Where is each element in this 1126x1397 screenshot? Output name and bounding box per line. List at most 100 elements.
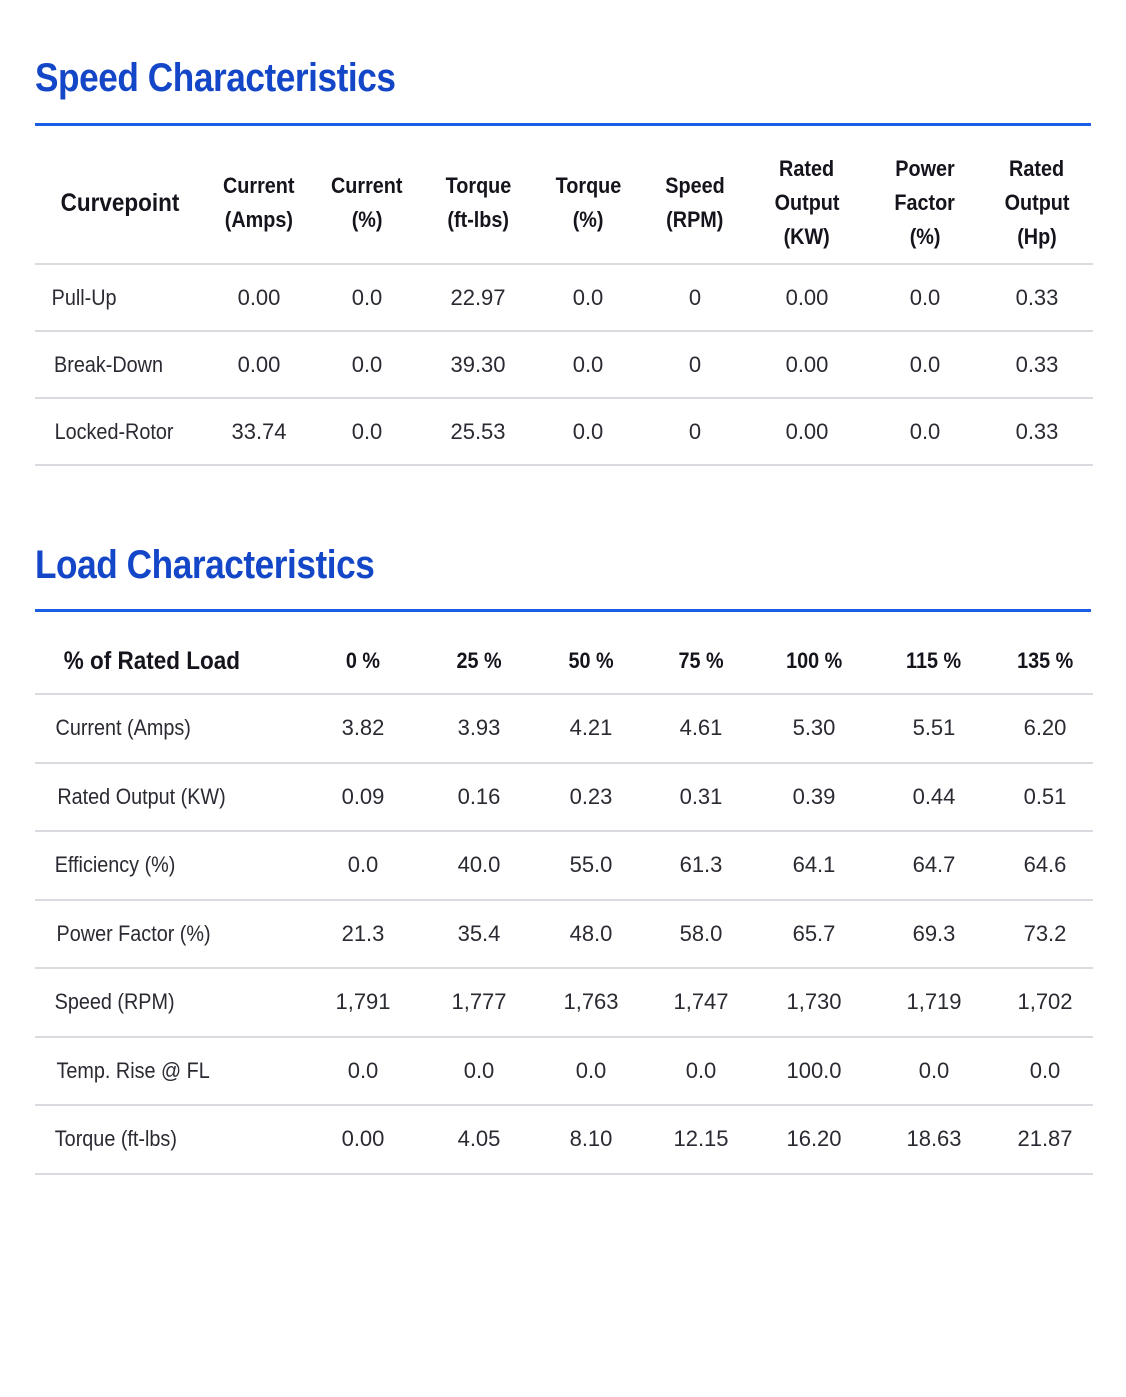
table-row: Power Factor (%) 21.3 35.4 48.0 58.0 65.…: [35, 900, 1093, 969]
table-row: Pull-Up 0.00 0.0 22.97 0.0 0 0.00 0.0 0.…: [35, 264, 1093, 331]
load-title-rule: [35, 609, 1091, 612]
speed-characteristics-title: Speed Characteristics: [35, 56, 396, 100]
load-col-header: % of Rated Load: [35, 628, 305, 694]
table-row: Rated Output (KW) 0.09 0.16 0.23 0.31 0.…: [35, 763, 1093, 831]
table-cell: 0.0: [463, 1057, 495, 1083]
load-col-header: 75 %: [645, 628, 757, 694]
table-cell: 0: [688, 418, 702, 444]
table-cell: 0.0: [347, 852, 379, 878]
speed-col-header-line: Output: [1004, 189, 1070, 215]
table-cell: 0.33: [1015, 284, 1059, 310]
speed-characteristics-table: Curvepoint Current (Amps) Current (%) To…: [35, 142, 1093, 466]
table-row: Break-Down 0.00 0.0 39.30 0.0 0 0.00 0.0…: [35, 331, 1093, 398]
table-cell: 1,719: [906, 989, 962, 1015]
load-col-header-text: 50 %: [568, 647, 614, 673]
row-label: Temp. Rise @ FL: [35, 1037, 305, 1106]
load-col-header: 135 %: [997, 628, 1093, 694]
speed-col-header-line: (%): [909, 223, 941, 249]
cell-text: Current (Amps): [55, 715, 191, 741]
load-header-row: % of Rated Load 0 % 25 % 50 % 75 % 100 %…: [35, 628, 1093, 694]
table-cell: 1,730: [786, 989, 842, 1015]
table-cell: 58.0: [679, 920, 723, 946]
table-cell: 5.30: [792, 715, 836, 741]
speed-col-header: Rated Output (KW): [745, 142, 869, 264]
table-cell: 0.0: [347, 1057, 379, 1083]
table-cell: 0.0: [572, 351, 604, 377]
speed-col-header-line: (%): [351, 206, 383, 232]
table-cell: 0.0: [909, 351, 941, 377]
table-cell: 64.6: [1023, 852, 1067, 878]
table-cell: 55.0: [569, 852, 613, 878]
table-cell: 0.31: [679, 783, 723, 809]
speed-col-header-line: (ft-lbs): [447, 206, 509, 232]
table-row: Temp. Rise @ FL 0.0 0.0 0.0 0.0 100.0 0.…: [35, 1037, 1093, 1106]
speed-col-header-line: (Hp): [1017, 223, 1057, 249]
table-cell: 64.1: [792, 852, 836, 878]
table-cell: 22.97: [450, 284, 506, 310]
speed-col-header: Rated Output (Hp): [981, 142, 1093, 264]
table-row: Torque (ft-lbs) 0.00 4.05 8.10 12.15 16.…: [35, 1105, 1093, 1174]
speed-col-header: Speed (RPM): [645, 142, 745, 264]
cell-text: Efficiency (%): [54, 852, 176, 878]
table-cell: 1,791: [335, 989, 391, 1015]
row-label: Power Factor (%): [35, 900, 305, 969]
table-cell: 73.2: [1023, 920, 1067, 946]
table-cell: 0.0: [685, 1057, 717, 1083]
table-cell: 35.4: [457, 920, 501, 946]
table-row: Speed (RPM) 1,791 1,777 1,763 1,747 1,73…: [35, 968, 1093, 1037]
load-col-header-text: 0 %: [345, 647, 381, 673]
load-col-header-text: 100 %: [785, 647, 843, 673]
table-cell: 1,763: [563, 989, 619, 1015]
table-cell: 3.93: [457, 715, 501, 741]
table-cell: 0.09: [341, 783, 385, 809]
table-cell: 1,702: [1017, 989, 1073, 1015]
speed-header-row: Curvepoint Current (Amps) Current (%) To…: [35, 142, 1093, 264]
speed-col-header-line: (RPM): [666, 206, 724, 232]
load-characteristics-title: Load Characteristics: [35, 543, 375, 587]
speed-col-header-line: Rated: [779, 155, 835, 181]
cell-text: Locked-Rotor: [54, 418, 174, 444]
load-col-header: 25 %: [421, 628, 537, 694]
table-cell: 0.33: [1015, 418, 1059, 444]
table-cell: 0.00: [341, 1126, 385, 1152]
speed-col-header: Curvepoint: [35, 142, 209, 264]
speed-col-header-line: (Amps): [224, 206, 294, 232]
table-cell: 64.7: [912, 852, 956, 878]
table-cell: 1,747: [673, 989, 729, 1015]
row-label: Speed (RPM): [35, 968, 305, 1037]
table-cell: 100.0: [786, 1057, 842, 1083]
cell-text: Break-Down: [54, 351, 163, 377]
load-col-header: 50 %: [537, 628, 645, 694]
table-cell: 5.51: [912, 715, 956, 741]
table-cell: 0.0: [351, 284, 383, 310]
table-cell: 61.3: [679, 852, 723, 878]
table-row: Locked-Rotor 33.74 0.0 25.53 0.0 0 0.00 …: [35, 398, 1093, 465]
table-cell: 40.0: [457, 852, 501, 878]
speed-col-header-line: Curvepoint: [60, 188, 180, 217]
table-cell: 0.0: [572, 418, 604, 444]
load-col-header-text: 115 %: [906, 647, 962, 673]
table-cell: 18.63: [906, 1126, 962, 1152]
table-cell: 16.20: [786, 1126, 842, 1152]
row-label: Efficiency (%): [35, 831, 305, 900]
table-cell: 0.0: [918, 1057, 950, 1083]
table-cell: 0.44: [912, 783, 956, 809]
load-col-header-text: 75 %: [678, 647, 724, 673]
speed-col-header-line: Output: [774, 189, 840, 215]
table-cell: 3.82: [341, 715, 385, 741]
speed-col-header-line: Current: [223, 172, 295, 198]
speed-col-header-line: Torque: [555, 172, 621, 198]
table-cell: 4.61: [679, 715, 723, 741]
row-label: Pull-Up: [35, 264, 209, 331]
speed-title-rule: [35, 123, 1091, 126]
cell-text: Power Factor (%): [56, 920, 211, 946]
speed-col-header: Torque (%): [531, 142, 645, 264]
table-cell: 8.10: [569, 1126, 613, 1152]
load-col-header: 100 %: [757, 628, 871, 694]
table-cell: 0.0: [909, 284, 941, 310]
speed-col-header-line: (%): [572, 206, 604, 232]
speed-col-header: Current (%): [309, 142, 425, 264]
table-cell: 21.87: [1017, 1126, 1073, 1152]
table-cell: 0.23: [569, 783, 613, 809]
